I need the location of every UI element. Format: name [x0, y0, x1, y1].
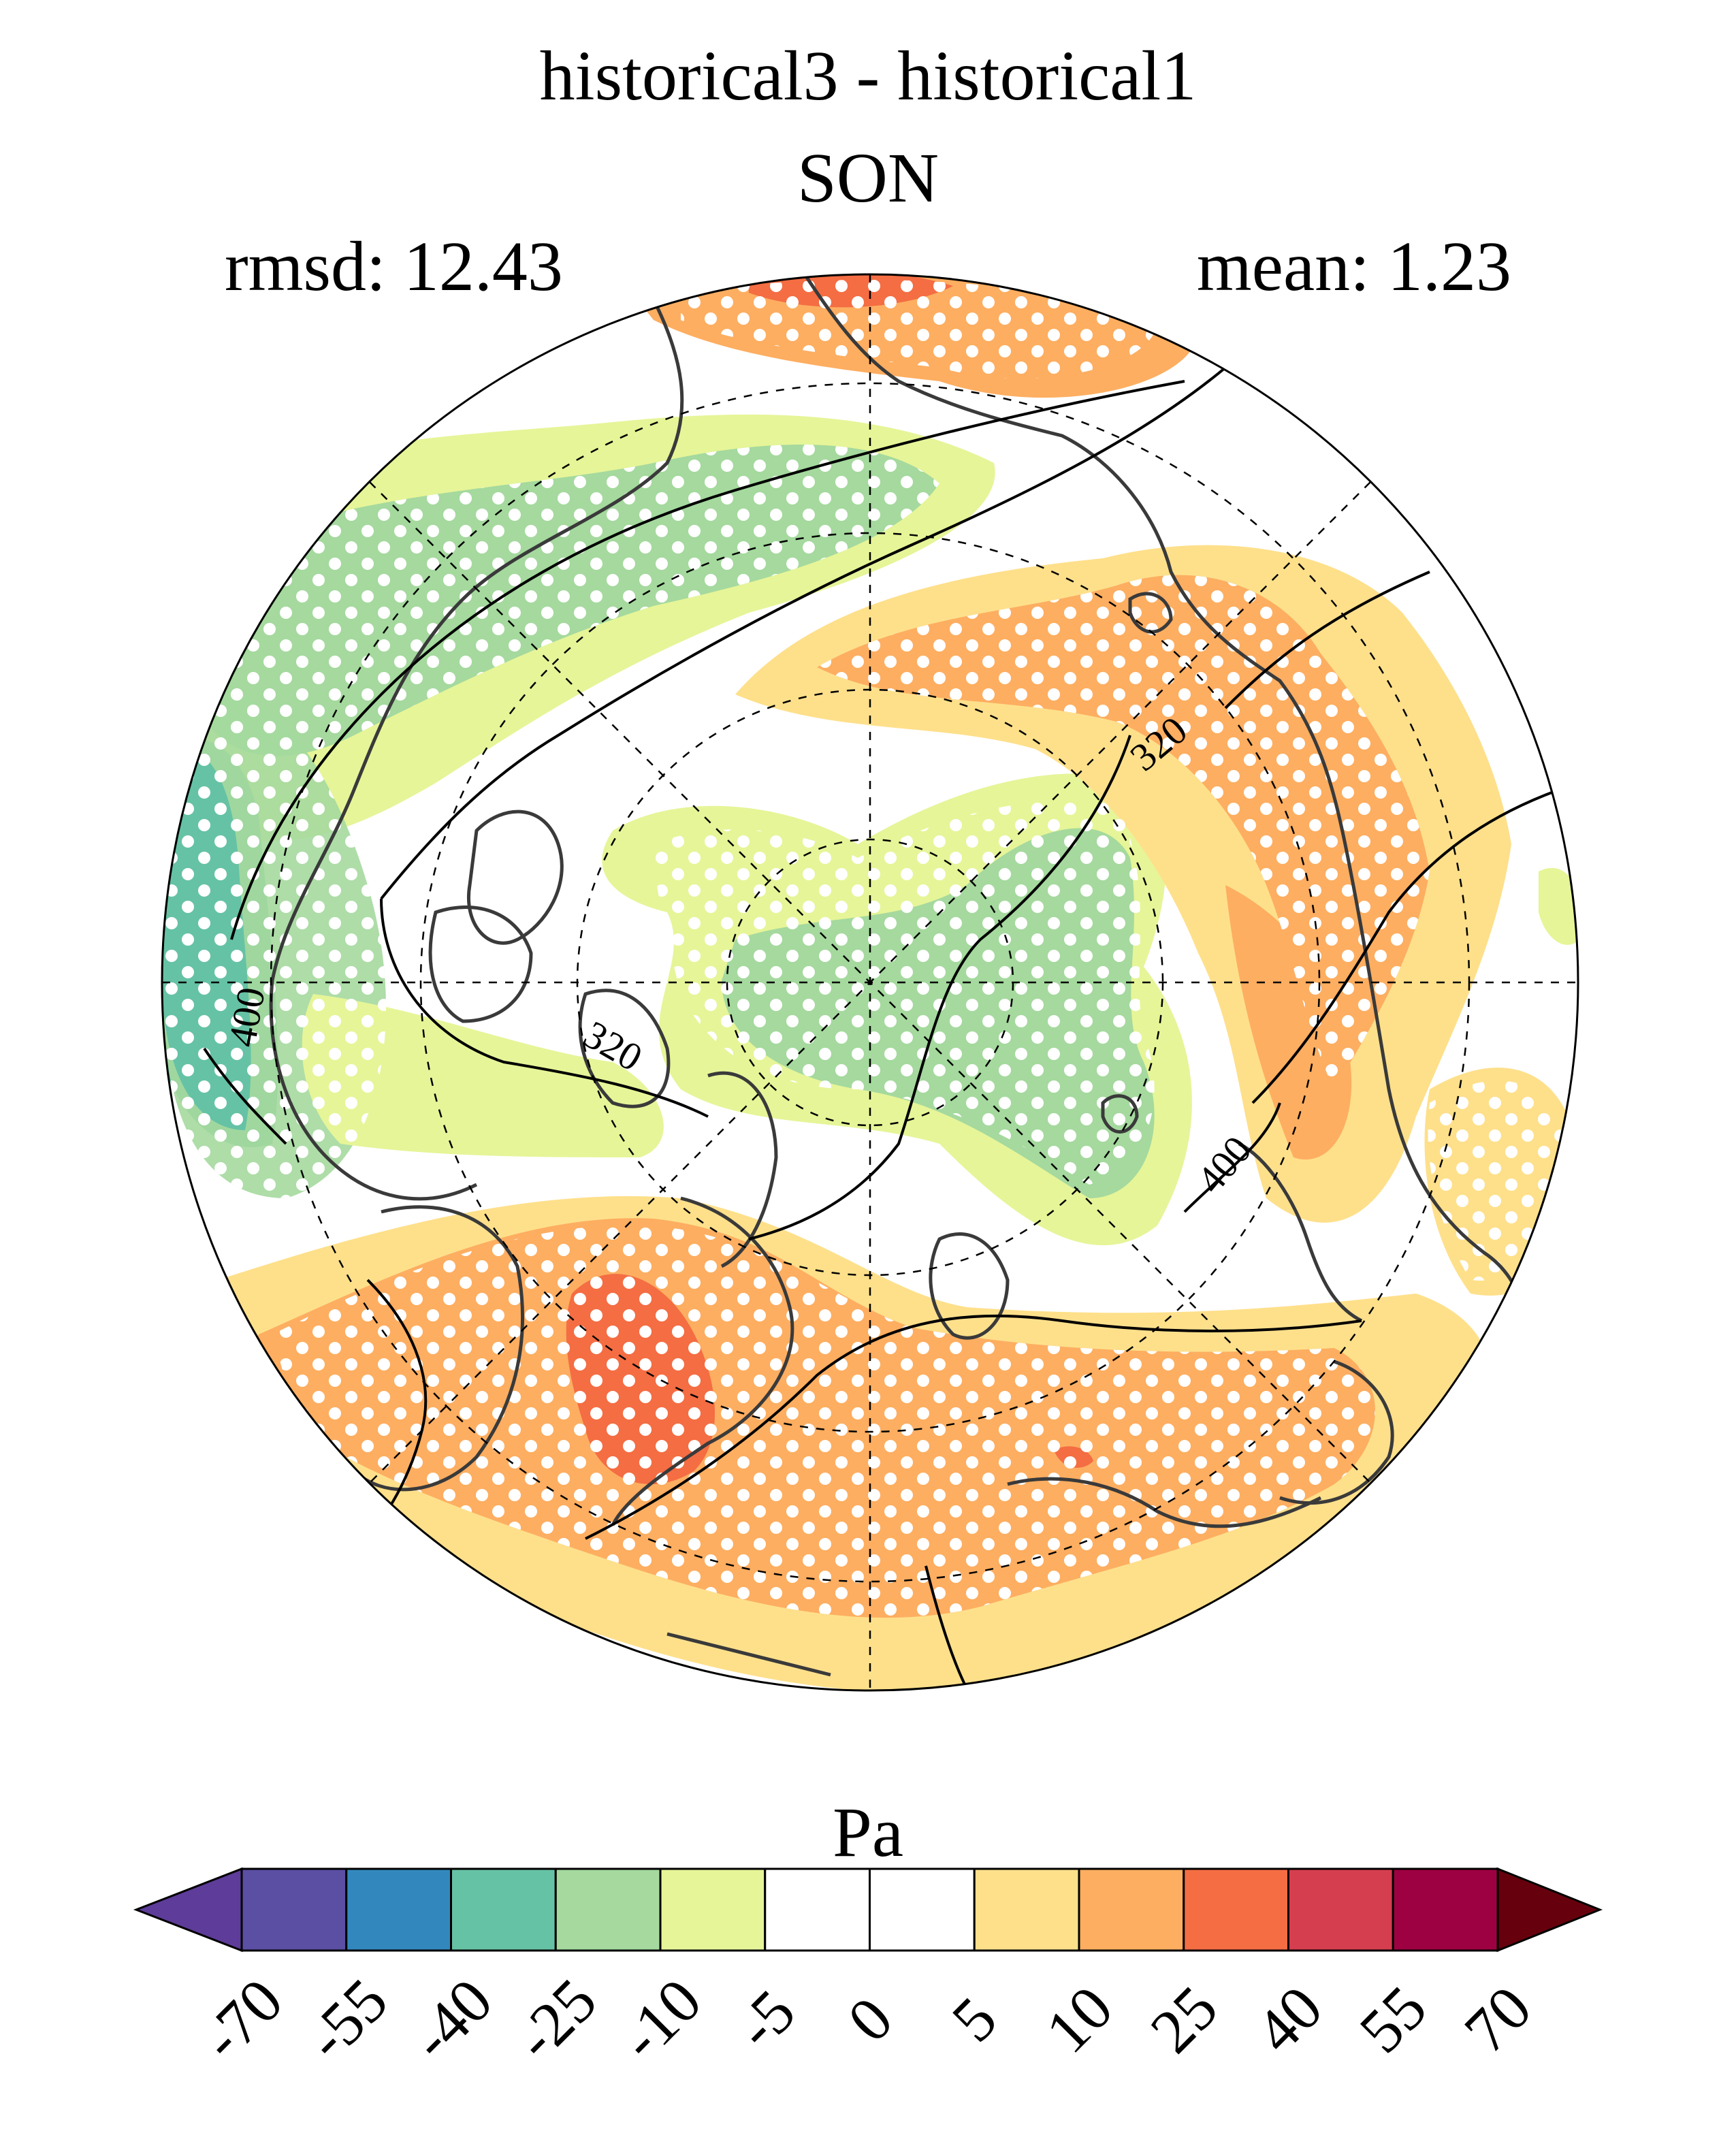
colorbar-box — [764, 1867, 871, 1952]
stipple-far-right — [1428, 1080, 1566, 1281]
colorbar-box — [240, 1867, 348, 1952]
coastlines — [269, 274, 1528, 1677]
region-far-right-green — [1539, 868, 1578, 945]
mean-label: mean: 1.23 — [1196, 227, 1511, 306]
colorbar-extend-low — [133, 1867, 243, 1953]
colorbar-box — [973, 1867, 1080, 1952]
plot-title: historical3 - historical1 — [539, 37, 1197, 115]
colorbar-box — [1392, 1867, 1499, 1952]
stipple-north — [681, 279, 1157, 379]
polar-map: 320 320 400 400 — [161, 273, 1579, 1692]
colorbar-box — [345, 1867, 452, 1952]
region-right-lower-orange — [1225, 885, 1352, 1160]
stipple-right — [817, 575, 1430, 1089]
colorbar-box — [450, 1867, 557, 1952]
colorbar-extend-high — [1496, 1867, 1603, 1953]
colorbar-box — [1183, 1867, 1289, 1952]
colorbar-box — [554, 1867, 662, 1952]
rmsd-label: rmsd: 12.43 — [225, 227, 563, 306]
contour-label-400-left: 400 — [220, 984, 274, 1050]
region-mid-left-green-light — [302, 994, 664, 1157]
season-label: SON — [797, 139, 939, 217]
graticule — [162, 274, 1578, 1690]
colorbar-box — [1287, 1867, 1394, 1952]
colorbar-box — [1078, 1867, 1185, 1952]
map-boundary — [161, 273, 1579, 1692]
colorbar-box — [659, 1867, 767, 1952]
colorbar-units: Pa — [833, 1793, 903, 1872]
stipple-bottom — [272, 1225, 1375, 1618]
colorbar-box — [869, 1867, 976, 1952]
stipple-upper-left — [197, 444, 939, 756]
